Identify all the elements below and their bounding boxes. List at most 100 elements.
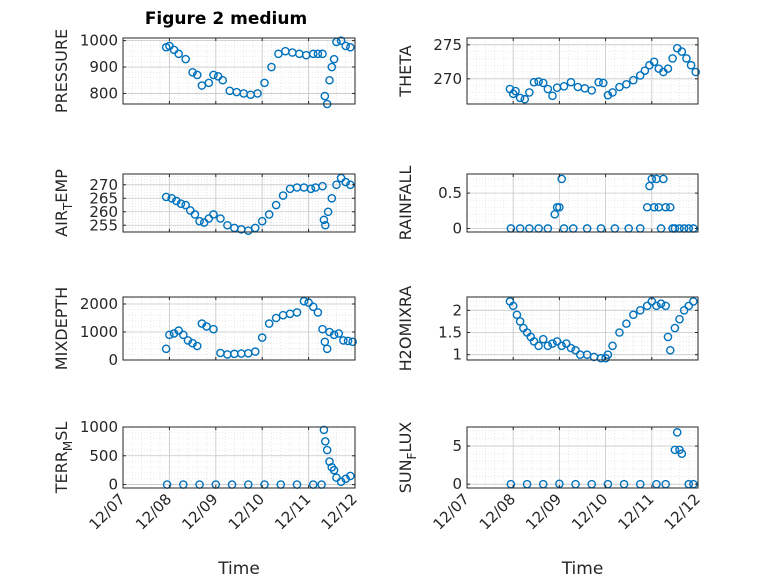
subplot-2-axes-box — [466, 37, 699, 105]
subplot-6-point — [665, 345, 675, 355]
subplot-1-point — [204, 78, 214, 88]
subplot-6-point — [684, 301, 694, 311]
subplot-7-x-tick-label: 12/10 — [225, 490, 268, 533]
subplot-3-point — [172, 196, 181, 206]
subplot-1-point — [246, 90, 255, 100]
subplot-6-y-label: H2OMIXRA — [396, 286, 415, 372]
subplot-3-point — [323, 207, 333, 217]
subplot-8-axes-box — [466, 426, 699, 489]
subplot-5-point — [339, 336, 348, 345]
subplot-3-point — [216, 214, 225, 223]
subplot-8-y-tick-label: 5 — [452, 437, 462, 455]
subplot-2-point — [677, 47, 687, 56]
subplot-2-point — [538, 78, 548, 88]
subplot-1-point — [218, 75, 228, 85]
subplot-4-y-tick-label: 0.5 — [438, 184, 462, 202]
subplot-3-point — [176, 199, 186, 208]
subplot-6-point — [534, 341, 543, 351]
subplot-6-y-tick-label: 2 — [452, 301, 462, 319]
subplot-6-point — [566, 343, 576, 353]
subplot-1-point — [318, 49, 327, 59]
subplot-5-point — [174, 326, 183, 335]
subplot-5-point — [202, 322, 211, 331]
subplot-6-point — [515, 317, 525, 326]
subplot-3-point — [243, 226, 253, 235]
subplot-3-point — [209, 210, 218, 219]
subplot-5-point — [313, 308, 323, 317]
subplot-6-point — [557, 341, 567, 351]
subplot-5-point — [318, 324, 327, 334]
subplot-2-point — [534, 77, 543, 86]
subplot-2-point — [515, 93, 525, 103]
subplot-4-point — [661, 202, 670, 212]
subplot-6-point — [552, 337, 562, 346]
subplot-2-point — [663, 64, 673, 73]
subplot-6-point — [529, 337, 539, 346]
subplot-2-point — [594, 77, 603, 87]
subplot-5-point — [179, 330, 188, 340]
subplot-5-point — [329, 330, 339, 340]
subplot-1-point — [327, 62, 337, 72]
subplot-3-y-tick-label: 255 — [89, 216, 118, 234]
subplot-2-point — [529, 77, 539, 87]
subplot-8-point — [677, 449, 687, 458]
subplot-2-point — [682, 54, 691, 63]
subplot-2-point — [629, 75, 638, 85]
subplot-2-point — [587, 86, 597, 95]
subplot-1-point — [320, 91, 330, 101]
subplot-7-y-tick-label: 0 — [108, 476, 118, 494]
subplot-2-point — [608, 88, 617, 97]
subplot-6-point — [675, 314, 684, 324]
subplot-5-point — [243, 348, 253, 358]
subplot-6-point — [663, 332, 673, 342]
subplot-1-y-label: PRESSURE — [52, 29, 71, 113]
subplot-8-x-tick-label: 12/11 — [614, 490, 657, 533]
subplot-1-point — [169, 45, 179, 55]
subplot-7-x-tick-label: 12/09 — [178, 490, 221, 533]
subplot-6-y-tick-label: 1 — [452, 346, 462, 364]
subplot-8-y-label: SUNFLUX — [396, 422, 419, 494]
subplot-1-point — [253, 89, 262, 98]
subplot-7-x-tick-label: 12/12 — [318, 490, 361, 533]
subplot-5-point — [271, 313, 281, 323]
subplot-2-y-tick-label: 275 — [433, 36, 462, 54]
subplot-3-point — [319, 215, 329, 225]
subplot-2-point — [511, 86, 520, 96]
subplot-6-y-tick-label: 1.5 — [438, 323, 462, 341]
subplot-8-x-label: Time — [561, 559, 604, 579]
subplot-2-point — [520, 94, 530, 104]
subplot-6-point — [608, 341, 617, 351]
subplot-8-x-tick-label: 12/09 — [522, 490, 565, 533]
subplot-7-point — [322, 445, 332, 455]
subplot-5-point — [334, 329, 344, 338]
subplot-1-point — [288, 48, 297, 57]
subplot-3-point — [161, 192, 171, 202]
subplot-1-y-tick-label: 1000 — [80, 32, 118, 50]
subplot-7-y-label: TERRMSL — [52, 422, 75, 495]
subplot-2-point — [635, 71, 645, 80]
subplot-3-point — [181, 200, 190, 210]
subplot-7-x-label: Time — [217, 559, 260, 579]
subplot-3-point — [257, 216, 267, 226]
subplot-3-y-tick-label: 270 — [89, 176, 118, 194]
subplot-7-axes-box — [122, 426, 356, 489]
subplot-6-point — [508, 301, 518, 311]
subplot-1-point — [336, 36, 346, 45]
subplot-3-point — [318, 181, 327, 191]
subplot-3-point — [336, 173, 346, 183]
subplot-1-point — [188, 68, 197, 77]
subplot-4-point — [555, 202, 564, 212]
subplot-3-point — [264, 210, 274, 219]
subplot-5-point — [292, 308, 302, 317]
subplot-7-x-tick-label: 12/11 — [271, 490, 314, 533]
subplot-5-y-tick-label: 1000 — [80, 323, 118, 341]
subplot-2-point — [640, 66, 650, 75]
subplot-5-point — [348, 337, 357, 347]
subplot-7-x-tick-label: 12/07 — [86, 490, 129, 533]
subplot-2-point — [603, 90, 613, 100]
subplot-1-point — [346, 42, 355, 52]
subplot-5-axes-box — [122, 296, 356, 361]
subplot-3-y-label: AIRTEMP — [52, 169, 75, 237]
